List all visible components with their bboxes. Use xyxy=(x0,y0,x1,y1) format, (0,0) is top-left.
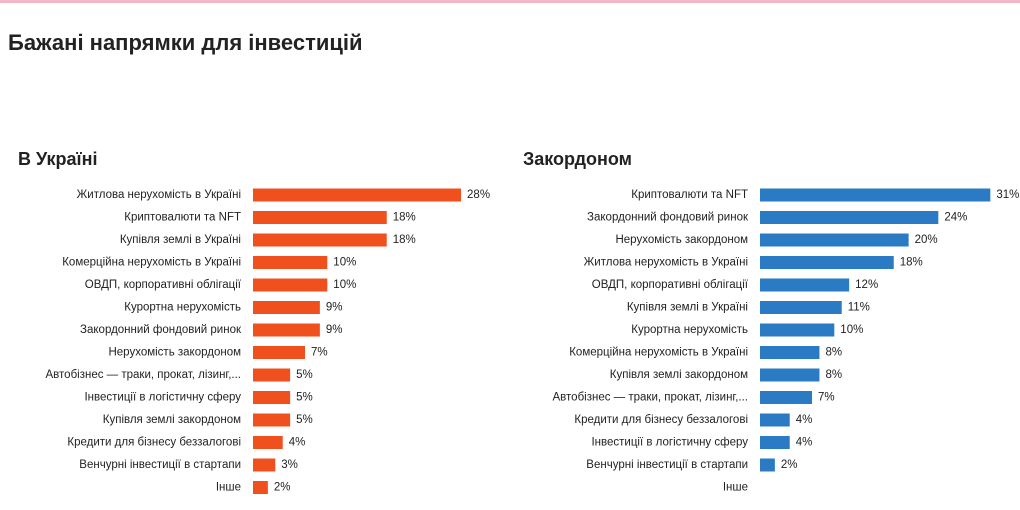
value-label: 10% xyxy=(333,279,356,291)
bar xyxy=(253,481,268,494)
value-label: 28% xyxy=(467,189,490,201)
value-label: 5% xyxy=(296,414,313,426)
category-label: Кредити для бізнесу беззалогові xyxy=(574,414,748,426)
category-label: Автобізнес — траки, прокат, лізинг,... xyxy=(553,392,748,404)
category-label: Купівля землі в Україні xyxy=(120,234,241,246)
bar xyxy=(253,368,291,382)
value-label: 2% xyxy=(781,459,798,471)
value-label: 10% xyxy=(333,257,356,269)
value-label: 11% xyxy=(848,302,870,314)
top-border xyxy=(0,0,1020,3)
category-label: Інвестиції в логістичну сферу xyxy=(84,392,241,404)
category-label: Курортна нерухомість xyxy=(631,324,748,336)
category-label: Інше xyxy=(723,482,748,494)
category-label: Нерухомість закордоном xyxy=(108,347,241,359)
bar xyxy=(760,391,813,404)
value-label: 8% xyxy=(825,347,842,359)
bar xyxy=(253,256,328,269)
category-label: Закордонний фондовий ринок xyxy=(587,212,749,224)
value-label: 24% xyxy=(944,212,967,224)
category-label: Курортна нерухомість xyxy=(124,302,241,314)
page-title: Бажані напрямки для інвестицій xyxy=(8,30,363,55)
category-label: Житлова нерухомість в Україні xyxy=(77,189,241,201)
value-label: 18% xyxy=(393,234,416,246)
bar xyxy=(253,188,462,202)
bar xyxy=(253,211,387,224)
value-label: 31% xyxy=(996,189,1019,201)
category-label: Венчурні інвестиції в стартапи xyxy=(586,459,748,471)
value-label: 8% xyxy=(825,369,842,381)
bar xyxy=(253,233,387,247)
chart-title: В Україні xyxy=(18,149,97,169)
chart-title: Закордоном xyxy=(523,149,632,169)
bar xyxy=(253,278,328,292)
value-label: 7% xyxy=(818,392,835,404)
category-label: Комерційна нерухомість в Україні xyxy=(569,347,748,359)
value-label: 10% xyxy=(840,324,863,336)
value-label: 5% xyxy=(296,392,313,404)
bar xyxy=(760,256,894,269)
bar xyxy=(760,211,939,224)
category-label: Криптовалюти та NFT xyxy=(124,212,241,224)
category-label: ОВДП, корпоративні облігації xyxy=(592,279,749,291)
value-label: 18% xyxy=(393,212,416,224)
bar xyxy=(760,368,820,382)
category-label: Венчурні інвестиції в стартапи xyxy=(79,459,241,471)
bar xyxy=(253,301,320,314)
bar xyxy=(760,301,842,314)
bar xyxy=(760,436,790,449)
bar xyxy=(760,413,790,427)
category-label: Купівля землі в Україні xyxy=(627,302,748,314)
value-label: 7% xyxy=(311,347,328,359)
value-label: 5% xyxy=(296,369,313,381)
category-label: Автобізнес — траки, прокат, лізинг,... xyxy=(46,369,241,381)
category-label: Житлова нерухомість в Україні xyxy=(584,257,748,269)
value-label: 12% xyxy=(855,279,878,291)
bar xyxy=(760,188,991,202)
category-label: Закордонний фондовий ринок xyxy=(80,324,242,336)
bar xyxy=(760,278,850,292)
category-label: Інше xyxy=(216,482,241,494)
bar xyxy=(253,436,283,449)
value-label: 4% xyxy=(796,437,813,449)
category-label: Купівля землі закордоном xyxy=(103,414,241,426)
category-label: Інвестиції в логістичну сферу xyxy=(591,437,748,449)
value-label: 9% xyxy=(326,324,343,336)
bar xyxy=(760,233,909,247)
value-label: 9% xyxy=(326,302,343,314)
bar xyxy=(253,413,291,427)
bar xyxy=(760,323,835,337)
value-label: 20% xyxy=(915,234,938,246)
value-label: 4% xyxy=(289,437,306,449)
bar xyxy=(253,323,320,337)
bar xyxy=(253,458,276,472)
category-label: Комерційна нерухомість в Україні xyxy=(62,257,241,269)
category-label: Купівля землі закордоном xyxy=(610,369,748,381)
bar xyxy=(760,346,820,359)
value-label: 2% xyxy=(274,482,291,494)
value-label: 4% xyxy=(796,414,813,426)
bar xyxy=(760,458,775,472)
value-label: 18% xyxy=(900,257,923,269)
category-label: ОВДП, корпоративні облігації xyxy=(85,279,242,291)
value-label: 3% xyxy=(281,459,298,471)
bar xyxy=(253,346,306,359)
category-label: Криптовалюти та NFT xyxy=(631,189,748,201)
bar xyxy=(253,391,291,404)
category-label: Кредити для бізнесу беззалогові xyxy=(67,437,241,449)
category-label: Нерухомість закордоном xyxy=(615,234,748,246)
